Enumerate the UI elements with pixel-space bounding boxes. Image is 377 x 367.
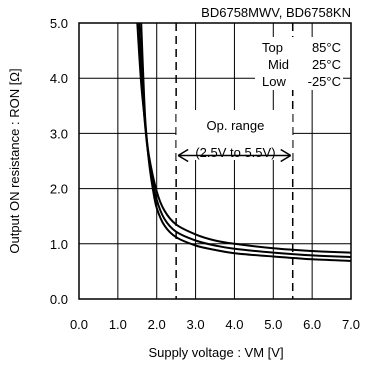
tick-labels: 0.0 1.0 2.0 3.0 4.0 5.0 6.0 7.0 0.0 1.0 2.0 3.0 4.0 5… xyxy=(50,16,360,332)
y-axis-title: Output ON resistance : RON [Ω] xyxy=(7,68,22,253)
legend: Top 85°C Mid 25°C Low -25°C xyxy=(255,37,343,90)
plot-frame xyxy=(78,22,352,300)
legend-value-low: -25°C xyxy=(308,74,341,89)
op-range-label-background xyxy=(176,110,293,160)
op-range-values: (2.5V to 5.5V) xyxy=(195,145,275,160)
legend-value-mid: 25°C xyxy=(312,57,341,72)
x-tick-label: 4.0 xyxy=(225,317,243,332)
y-tick-label: 0.0 xyxy=(50,292,68,307)
chart-title: BD6758MWV, BD6758KN xyxy=(201,5,351,20)
op-range-arrowhead-right xyxy=(280,148,292,163)
op-range-arrowhead-left xyxy=(177,148,189,163)
x-tick-label: 5.0 xyxy=(264,317,282,332)
legend-value-top: 85°C xyxy=(312,40,341,55)
x-tick-label: 1.0 xyxy=(109,317,127,332)
legend-label-low: Low xyxy=(262,74,286,89)
legend-label-top: Top xyxy=(262,40,283,55)
y-tick-label: 3.0 xyxy=(50,126,68,141)
legend-background xyxy=(255,37,343,90)
legend-label-mid: Mid xyxy=(268,57,289,72)
y-tick-label: 5.0 xyxy=(50,16,68,31)
y-tick-label: 4.0 xyxy=(50,71,68,86)
x-tick-label: 3.0 xyxy=(187,317,205,332)
y-tick-label: 1.0 xyxy=(50,237,68,252)
x-tick-label: 7.0 xyxy=(342,317,360,332)
x-axis-title: Supply voltage : VM [V] xyxy=(148,345,283,360)
op-range-label: Op. range xyxy=(207,118,265,133)
x-tick-label: 6.0 xyxy=(303,317,321,332)
y-tick-label: 2.0 xyxy=(50,182,68,197)
x-tick-label: 2.0 xyxy=(148,317,166,332)
x-tick-label: 0.0 xyxy=(70,317,88,332)
